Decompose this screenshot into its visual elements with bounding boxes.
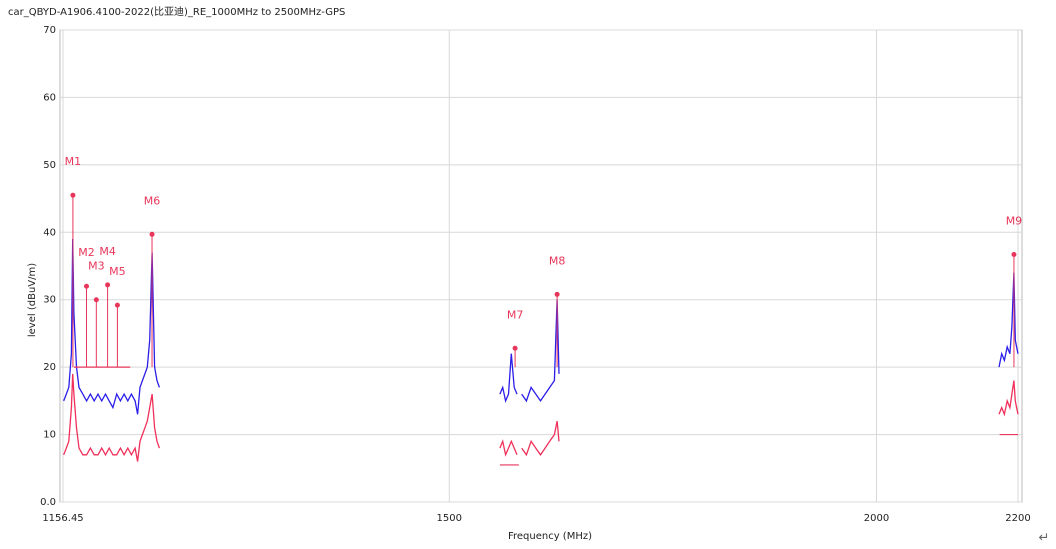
y-tick-label: 70 xyxy=(43,25,56,36)
trace-line xyxy=(63,373,1019,462)
x-axis-label: Frequency (MHz) xyxy=(508,531,592,542)
marker-label: M9 xyxy=(1006,215,1023,228)
y-tick-label: 50 xyxy=(43,160,56,171)
trace-line xyxy=(63,238,1019,415)
marker-label: M6 xyxy=(144,194,161,207)
marker-label: M4 xyxy=(99,245,116,258)
marker-dot xyxy=(149,231,155,237)
y-tick-label: 40 xyxy=(43,227,56,238)
y-tick-label: 60 xyxy=(43,92,56,103)
marker-label: M2 xyxy=(78,246,95,259)
plot-area xyxy=(59,29,1023,503)
marker-dot xyxy=(93,297,99,303)
marker-dot xyxy=(1011,252,1017,258)
y-tick-label: 10 xyxy=(43,430,56,441)
x-tick-label: 1156.45 xyxy=(42,513,83,524)
x-tick-label: 1500 xyxy=(437,513,462,524)
marker-dot xyxy=(512,345,518,351)
marker-dot xyxy=(84,283,90,289)
y-axis-label: level (dBuV/m) xyxy=(27,263,38,337)
marker-label: M3 xyxy=(88,260,105,273)
marker-label: M1 xyxy=(65,155,82,168)
y-tick-label: 20 xyxy=(43,362,56,373)
y-tick-label: 30 xyxy=(43,295,56,306)
x-tick-label: 2200 xyxy=(1005,513,1030,524)
chart-title: car_QBYD-A1906.4100-2022(比亚迪)_RE_1000MHz… xyxy=(8,6,345,18)
marker-label: M7 xyxy=(507,308,524,321)
marker-dot xyxy=(105,282,111,288)
return-mark: ↵ xyxy=(1039,531,1050,546)
marker-label: M5 xyxy=(109,265,126,278)
marker-label: M8 xyxy=(549,254,566,267)
marker-dot xyxy=(114,302,120,308)
y-tick-label: 0.0 xyxy=(40,497,56,508)
x-tick-label: 2000 xyxy=(864,513,889,524)
marker-dot xyxy=(554,291,560,297)
marker-dot xyxy=(70,192,76,198)
